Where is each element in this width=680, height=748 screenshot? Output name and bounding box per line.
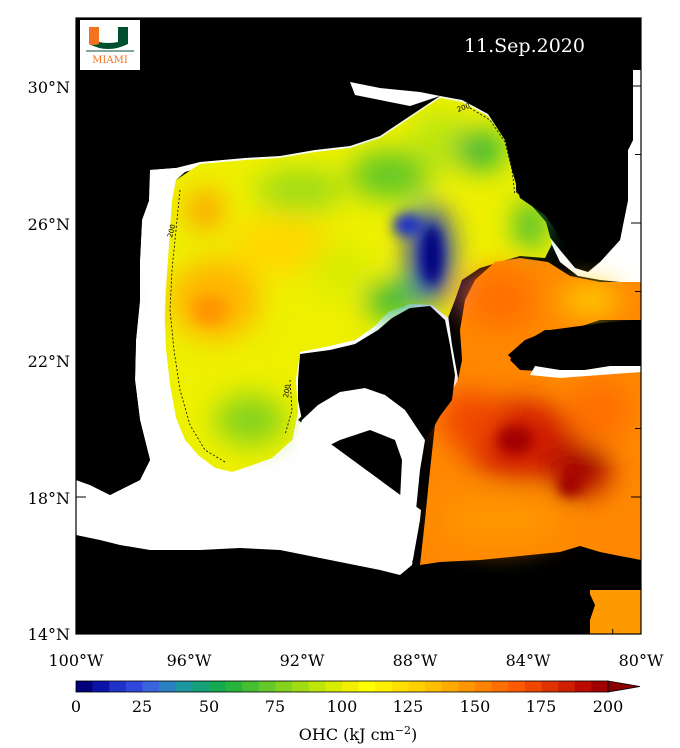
- colorbar-frame: [75, 680, 609, 693]
- colorbar-swatch: [159, 681, 177, 692]
- cbar-label-100: 100: [327, 697, 358, 716]
- colorbar-swatch: [258, 681, 276, 692]
- lon-label-92w: 92°W: [280, 651, 325, 670]
- lon-label-100w: 100°W: [49, 651, 105, 670]
- colorbar-title-main: OHC (kJ cm: [299, 725, 395, 744]
- colorbar-swatch: [292, 681, 310, 692]
- colorbar-title-end: ): [411, 725, 417, 744]
- colorbar-swatch: [125, 681, 143, 692]
- logo-text: MIAMI: [92, 55, 128, 66]
- colorbar-swatch: [558, 681, 576, 692]
- cbar-label-125: 125: [393, 697, 424, 716]
- colorbar-swatch: [175, 681, 193, 692]
- ohc-blobs-small: [192, 213, 582, 497]
- lat-axis: 30°N 26°N 22°N 18°N 14°N: [28, 78, 70, 644]
- colorbar-swatch: [591, 681, 609, 692]
- cbar-label-200: 200: [593, 697, 624, 716]
- cbar-label-175: 175: [526, 697, 557, 716]
- colorbar-swatch: [441, 681, 459, 692]
- lon-label-88w: 88°W: [393, 651, 438, 670]
- lat-label-26n: 26°N: [28, 215, 70, 234]
- lat-label-14n: 14°N: [28, 625, 70, 644]
- nodata-fringes: [148, 82, 641, 572]
- lat-label-18n: 18°N: [28, 489, 70, 508]
- colorbar-swatch: [325, 681, 343, 692]
- land-overlay: [76, 18, 641, 634]
- logo-u-right-green: [118, 27, 128, 40]
- coastal-nodata: [76, 168, 458, 575]
- lon-axis: 100°W 96°W 92°W 88°W 84°W 80°W: [49, 651, 664, 670]
- colorbar-swatch: [375, 681, 393, 692]
- colorbar-swatch: [192, 681, 210, 692]
- cbar-label-75: 75: [265, 697, 285, 716]
- colorbar-swatch: [275, 681, 293, 692]
- colorbar-swatch: [491, 681, 509, 692]
- colorbar-swatch: [342, 681, 359, 692]
- colorbar-swatch: [142, 681, 160, 692]
- colorbar-swatch: [458, 681, 476, 692]
- lon-label-80w: 80°W: [619, 651, 664, 670]
- lat-label-30n: 30°N: [28, 78, 70, 97]
- colorbar: [75, 680, 641, 693]
- colorbar-swatch: [308, 681, 326, 692]
- colorbar-swatch: [225, 681, 243, 692]
- lat-label-22n: 22°N: [28, 352, 70, 371]
- cbar-label-150: 150: [460, 697, 491, 716]
- colorbar-extension-arrow: [607, 680, 641, 693]
- date-label: 11.Sep.2020: [464, 35, 585, 57]
- colorbar-swatch: [76, 681, 93, 692]
- cbar-label-25: 25: [132, 697, 152, 716]
- colorbar-swatch: [242, 681, 260, 692]
- colorbar-labels: 0 25 50 75 100 125 150 175 200: [71, 697, 623, 716]
- colorbar-swatch: [425, 681, 443, 692]
- logo-u-base-orange: [89, 40, 99, 45]
- colorbar-swatch: [408, 681, 426, 692]
- contour-label-west: 200: [166, 224, 177, 239]
- colorbar-swatch: [109, 681, 127, 692]
- logo-u-left-orange: [89, 27, 99, 40]
- colorbar-title: OHC (kJ cm−2): [299, 724, 417, 744]
- contour-label-campeche: 200: [282, 384, 292, 399]
- colorbar-title-exponent: −2: [395, 724, 411, 737]
- isobath-contours: [169, 107, 516, 463]
- cbar-label-50: 50: [199, 697, 219, 716]
- miami-logo: MIAMI: [80, 20, 140, 70]
- colorbar-swatch: [574, 681, 592, 692]
- colorbar-swatch: [92, 681, 110, 692]
- lon-label-84w: 84°W: [506, 651, 551, 670]
- cbar-label-0: 0: [71, 697, 81, 716]
- lon-label-96w: 96°W: [167, 651, 212, 670]
- axis-ticks: [75, 18, 642, 635]
- colorbar-swatch: [541, 681, 559, 692]
- colorbar-swatch: [475, 681, 492, 692]
- colorbar-swatch: [524, 681, 542, 692]
- colorbar-swatch: [358, 681, 376, 692]
- colorbar-swatch: [508, 681, 526, 692]
- map-area: 200 200 200: [76, 18, 641, 634]
- colorbar-swatch: [209, 681, 226, 692]
- colorbar-swatch: [391, 681, 409, 692]
